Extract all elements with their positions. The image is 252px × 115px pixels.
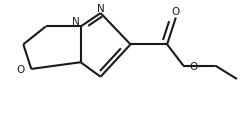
Text: N: N bbox=[97, 3, 105, 13]
Text: N: N bbox=[72, 17, 79, 27]
Text: O: O bbox=[172, 7, 180, 17]
Text: O: O bbox=[190, 61, 198, 71]
Text: O: O bbox=[17, 64, 25, 74]
